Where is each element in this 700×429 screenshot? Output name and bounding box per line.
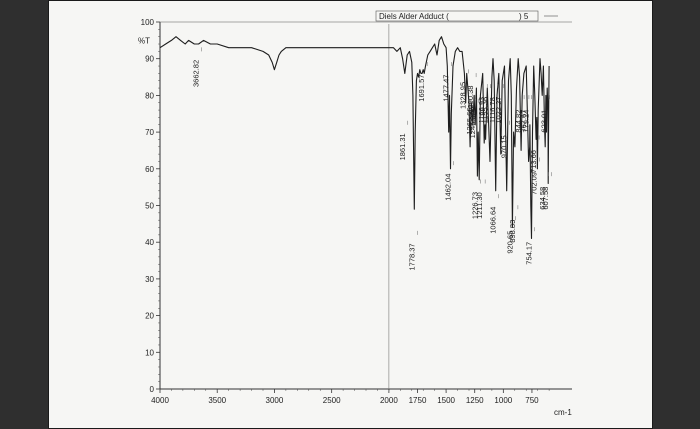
y-tick-label: 90 xyxy=(145,55,154,64)
y-tick-label: 100 xyxy=(141,18,155,27)
paper-sheet xyxy=(48,0,653,429)
legend-box xyxy=(375,10,539,22)
peak-label: 1211.30 xyxy=(475,192,484,219)
peak-label: 767.67 xyxy=(519,110,528,133)
y-tick-label: 10 xyxy=(145,348,154,357)
peak-label: 1290.38 xyxy=(466,86,475,113)
y-tick-marks xyxy=(156,21,160,390)
x-tick-label: 1250 xyxy=(466,396,484,405)
peak-label: 1477.47 xyxy=(442,75,451,102)
peak-label: 702.09 xyxy=(529,172,538,195)
x-tick-label: 3000 xyxy=(266,396,284,405)
peak-label: 1328.95 xyxy=(459,82,468,109)
peak-label: 1155.36 xyxy=(481,97,490,124)
peak-label: 1226.73 xyxy=(470,192,479,219)
x-tick-label: 4000 xyxy=(151,396,169,405)
y-tick-label: 40 xyxy=(145,238,154,247)
x-tick-marks xyxy=(159,389,550,393)
peak-annotations: 3662.82 1861.31 1778.37 1691.57 1477.47 1462.… xyxy=(192,47,552,271)
spectrum-line xyxy=(159,36,550,240)
peak-label: 1861.31 xyxy=(398,133,407,160)
y-tick-label: 50 xyxy=(145,202,154,211)
peak-label: 1778.37 xyxy=(407,243,416,270)
peak-label: 844.82 xyxy=(514,110,523,133)
peak-label: 1691.57 xyxy=(417,75,426,102)
peak-label: 3662.82 xyxy=(192,60,201,87)
y-axis-label: %T xyxy=(138,36,150,45)
y-tick-label: 80 xyxy=(145,91,154,100)
peak-label: 779.24 xyxy=(522,110,531,133)
y-tick-label: 20 xyxy=(145,312,154,321)
peak-label: 1116.78 xyxy=(488,97,497,123)
peak-label: 1246.02 xyxy=(468,111,477,138)
y-tick-label: 60 xyxy=(145,165,154,174)
peak-label: 970.15 xyxy=(500,135,509,158)
peak-label: 623.01 xyxy=(539,110,548,133)
photo-background-left xyxy=(0,0,48,429)
peak-label: 754.17 xyxy=(525,242,534,265)
peak-label: 898.83 xyxy=(508,220,517,243)
peak-label: 1022.27 xyxy=(494,97,503,124)
peak-label: 1462.04 xyxy=(444,174,453,201)
legend-suffix: ) 5 xyxy=(519,12,529,21)
x-tick-label: 1500 xyxy=(437,396,455,405)
x-tick-labels: 4000 3500 3000 2500 2000 1750 1500 1250 1000 750 xyxy=(151,396,539,405)
x-tick-label: 2500 xyxy=(323,396,341,405)
x-tick-label: 1000 xyxy=(494,396,512,405)
y-tick-label: 30 xyxy=(145,275,154,284)
legend: Diels Alder Adduct ( ) 5 xyxy=(375,10,558,22)
x-axis-label: cm-1 xyxy=(554,408,572,417)
peak-label: 920.65 xyxy=(505,231,514,254)
y-tick-label: 0 xyxy=(150,385,155,394)
peak-label: 1066.64 xyxy=(489,207,498,234)
y-tick-label: 70 xyxy=(145,128,154,137)
legend-label: Diels Alder Adduct ( xyxy=(379,12,449,21)
x-tick-label: 750 xyxy=(525,396,539,405)
peak-label: 1166.93 xyxy=(477,97,486,124)
peak-label: 634.58 xyxy=(538,187,547,210)
x-tick-label: 3500 xyxy=(208,396,226,405)
peak-label: 713.66 xyxy=(529,150,538,173)
peak-label: 607.58 xyxy=(541,187,550,210)
x-tick-label: 2000 xyxy=(380,396,398,405)
peak-label: 1265.66 xyxy=(465,108,474,135)
x-tick-label: 1750 xyxy=(409,396,427,405)
photo-background-right xyxy=(653,0,700,429)
